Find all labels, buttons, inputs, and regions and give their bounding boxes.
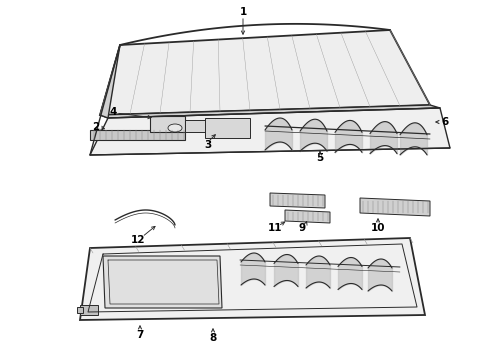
Polygon shape (285, 210, 330, 223)
Text: 4: 4 (109, 107, 117, 117)
Text: 12: 12 (131, 235, 145, 245)
Text: 1: 1 (240, 7, 246, 17)
Text: 5: 5 (317, 153, 323, 163)
Text: 7: 7 (136, 330, 144, 340)
Polygon shape (90, 130, 185, 140)
Text: 10: 10 (371, 223, 385, 233)
Ellipse shape (168, 124, 182, 132)
Polygon shape (100, 105, 440, 118)
Polygon shape (80, 238, 425, 320)
Polygon shape (103, 256, 222, 308)
Bar (185, 120, 215, 132)
Polygon shape (360, 198, 430, 216)
Bar (150, 116, 185, 132)
Polygon shape (100, 45, 120, 118)
Text: 8: 8 (209, 333, 217, 343)
Polygon shape (270, 193, 325, 208)
Bar (80, 305, 98, 315)
Text: 6: 6 (441, 117, 449, 127)
Text: 9: 9 (298, 223, 306, 233)
Bar (77, 307, 83, 313)
Polygon shape (100, 30, 430, 115)
Text: 11: 11 (268, 223, 282, 233)
Polygon shape (90, 108, 450, 155)
Bar (205, 118, 250, 138)
Text: 3: 3 (204, 140, 212, 150)
Text: 2: 2 (93, 122, 99, 132)
